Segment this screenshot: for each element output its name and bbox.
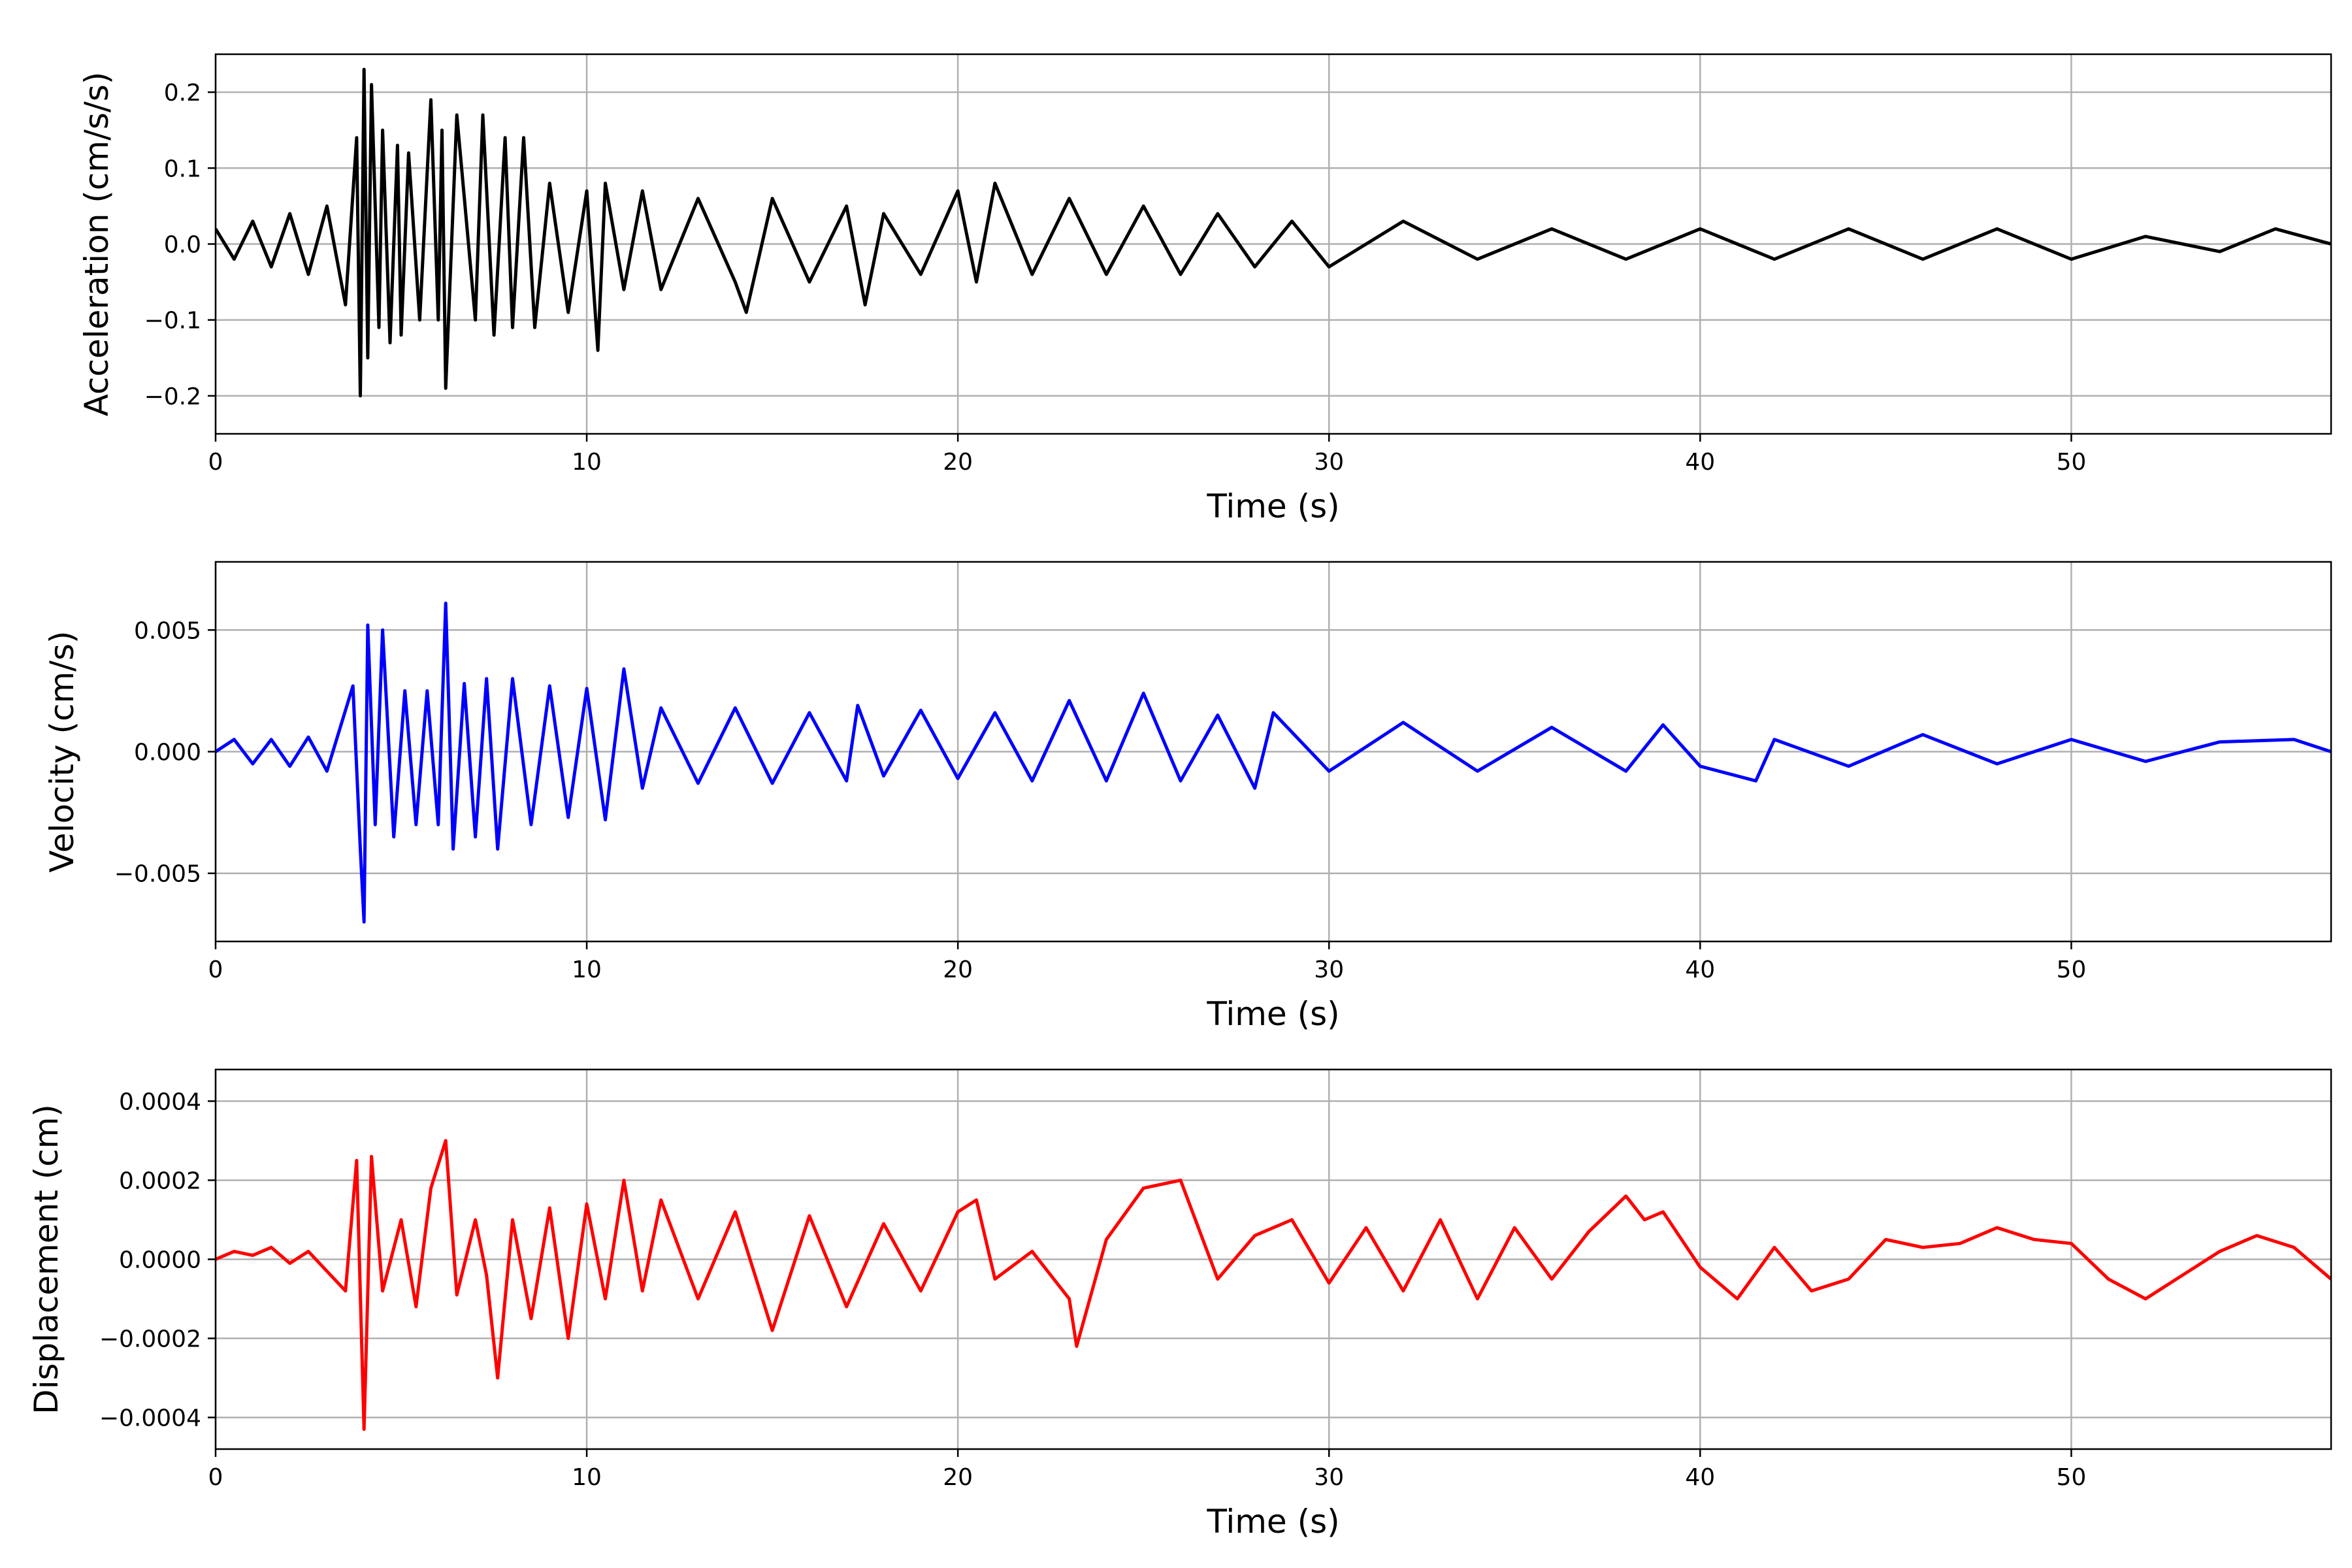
- displacement-series-line-0: [216, 1139, 2331, 1431]
- displacement-xtick-label-4: 40: [1685, 1464, 1715, 1491]
- acceleration-series-line-0: [216, 67, 2331, 398]
- velocity-x-axis-label: Time (s): [1206, 995, 1339, 1033]
- acceleration-ytick-label-0: −0.2: [144, 384, 201, 410]
- displacement-xtick-label-0: 0: [208, 1464, 223, 1491]
- acceleration-panel: 0 10 20 30 40 50 −0.2 −0.1 0.0 0.1 0.2 Time (s) Acce…: [78, 53, 2332, 525]
- acceleration-ytick-label-3: 0.1: [164, 155, 201, 182]
- displacement-xtick-label-2: 20: [943, 1464, 973, 1491]
- displacement-xtick-label-5: 50: [2056, 1464, 2086, 1491]
- velocity-xtick-label-4: 40: [1685, 956, 1715, 983]
- velocity-xtick-label-5: 50: [2056, 956, 2086, 983]
- acceleration-xtick-label-3: 30: [1314, 449, 1344, 476]
- velocity-ytick-label-1: 0.000: [134, 740, 201, 766]
- acceleration-ytick-label-2: 0.0: [164, 232, 201, 259]
- velocity-series-line-0: [216, 601, 2331, 924]
- acceleration-ytick-label-4: 0.2: [164, 80, 201, 106]
- velocity-ytick-label-0: −0.005: [114, 861, 201, 888]
- velocity-xtick-label-0: 0: [208, 956, 223, 983]
- velocity-panel: 0 10 20 30 40 50 −0.005 0.000 0.005 Time (s) Veloc…: [43, 561, 2332, 1033]
- displacement-xtick-label-1: 10: [572, 1464, 602, 1491]
- velocity-xtick-label-3: 30: [1314, 956, 1344, 983]
- acceleration-x-axis-label: Time (s): [1206, 487, 1339, 525]
- displacement-ytick-label-1: −0.0002: [99, 1326, 201, 1353]
- acceleration-y-axis-label: Acceleration (cm/s/s): [78, 72, 116, 417]
- acceleration-xtick-label-4: 40: [1685, 449, 1715, 476]
- velocity-xtick-label-2: 20: [943, 956, 973, 983]
- displacement-ytick-label-0: −0.0004: [99, 1405, 201, 1432]
- displacement-xtick-label-3: 30: [1314, 1464, 1344, 1491]
- acceleration-xtick-label-0: 0: [208, 449, 223, 476]
- acceleration-xtick-label-1: 10: [572, 449, 602, 476]
- displacement-ytick-label-2: 0.0000: [119, 1247, 201, 1274]
- displacement-x-axis-label: Time (s): [1206, 1503, 1339, 1541]
- velocity-xtick-label-1: 10: [572, 956, 602, 983]
- acceleration-xtick-label-2: 20: [943, 449, 973, 476]
- displacement-panel: 0 10 20 30 40 50 −0.0004 −0.0002 0.0000 0.0002 0.0…: [27, 1068, 2332, 1541]
- velocity-ytick-label-2: 0.005: [134, 617, 201, 644]
- displacement-ytick-label-3: 0.0002: [119, 1168, 201, 1194]
- acceleration-xtick-label-5: 50: [2056, 449, 2086, 476]
- acceleration-ytick-label-1: −0.1: [144, 308, 201, 335]
- displacement-ytick-label-4: 0.0004: [119, 1088, 201, 1115]
- displacement-y-axis-label: Displacement (cm): [27, 1104, 65, 1414]
- velocity-y-axis-label: Velocity (cm/s): [43, 630, 81, 872]
